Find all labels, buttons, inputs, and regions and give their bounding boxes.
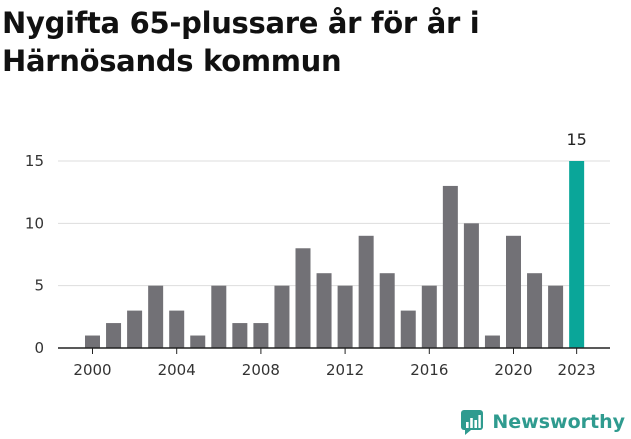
value-label-2023: 15 (566, 130, 586, 149)
bar-2021 (527, 273, 543, 348)
gridlines (58, 160, 610, 287)
y-tick-label-10: 10 (25, 214, 44, 232)
bar-2020 (506, 235, 521, 348)
bar-2013 (358, 235, 374, 348)
bar-2014 (379, 273, 395, 348)
bar-2016 (421, 285, 437, 348)
newsworthy-logo-icon (461, 410, 484, 435)
bar-2010 (295, 248, 311, 348)
x-tick-label-2008: 2008 (242, 361, 280, 379)
bar-2004 (169, 310, 185, 348)
x-tick-label-2023: 2023 (558, 361, 596, 379)
x-tick-label-2012: 2012 (326, 361, 364, 379)
bar-2002 (127, 310, 143, 348)
bar-2001 (106, 323, 122, 348)
bar-2012 (337, 285, 353, 348)
bar-2011 (316, 273, 332, 348)
x-tick-label-2000: 2000 (73, 361, 111, 379)
axes: 0 5 10 15 2000 2004 2008 2012 2016 2020 2023 (25, 152, 610, 379)
bar-2007 (232, 323, 248, 348)
bar-2022 (548, 285, 564, 348)
bar-2015 (400, 310, 416, 348)
bar-2003 (148, 285, 164, 348)
bar-2019 (484, 335, 500, 348)
brand-name: Newsworthy (492, 411, 625, 433)
y-tick-label-15: 15 (25, 152, 44, 170)
y-tick-label-5: 5 (34, 277, 44, 295)
bars: 15 (85, 130, 587, 348)
x-tick-label-2004: 2004 (158, 361, 196, 379)
chart-title: Nygifta 65-plussare år för år i Härnösan… (2, 6, 480, 78)
bar-2017 (442, 185, 458, 348)
bar-2008 (253, 323, 269, 348)
bar-2006 (211, 285, 227, 348)
x-tick-label-2020: 2020 (494, 361, 532, 379)
newsworthy-brand: Newsworthy (460, 409, 625, 435)
bar-2018 (463, 223, 479, 348)
bar-2000 (85, 335, 100, 348)
y-tick-label-0: 0 (34, 339, 44, 357)
bar-2023 (569, 161, 585, 348)
bar-2009 (274, 285, 290, 348)
x-tick-label-2016: 2016 (410, 361, 448, 379)
bar-2005 (190, 335, 206, 348)
